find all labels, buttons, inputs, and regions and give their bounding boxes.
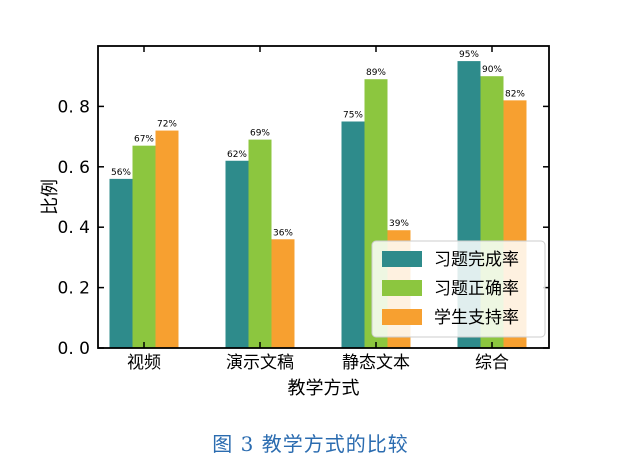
- data-label: 72%: [157, 120, 177, 130]
- data-label: 62%: [227, 150, 247, 160]
- data-label: 36%: [273, 228, 293, 238]
- bar: [248, 139, 272, 348]
- legend-swatch: [382, 309, 422, 325]
- data-label: 39%: [389, 219, 409, 229]
- bar: [341, 121, 365, 348]
- legend-label: 习题完成率: [434, 250, 519, 270]
- data-label: 89%: [366, 68, 386, 78]
- data-label: 82%: [505, 89, 525, 99]
- legend-label: 学生支持率: [434, 308, 519, 328]
- axes-frame: [97, 45, 550, 349]
- figure-caption: 图 3 教学方式的比较: [212, 432, 409, 456]
- x-tick-label: 视频: [127, 353, 161, 373]
- legend-swatch: [382, 251, 422, 267]
- y-axis-label: 比例: [40, 179, 61, 215]
- bar: [132, 145, 156, 348]
- data-label: 56%: [111, 168, 131, 178]
- bar: [271, 239, 295, 348]
- data-label: 90%: [482, 65, 502, 75]
- bar: [109, 178, 133, 348]
- bar: [225, 160, 249, 348]
- data-label: 67%: [134, 135, 154, 145]
- x-tick-label: 静态文本: [342, 353, 410, 373]
- y-tick-label: 0. 8: [58, 97, 90, 117]
- bar: [155, 130, 179, 348]
- plot-area: 56% 62% 75% 95% 67% 69% 89% 90% 72% 36% 39% 82% 0. 0…: [40, 45, 550, 399]
- legend-label: 习题正确率: [434, 279, 519, 299]
- y-tick-label: 0. 4: [58, 218, 90, 238]
- data-label: 69%: [250, 129, 270, 139]
- y-tick-label: 0. 6: [58, 158, 90, 178]
- x-tick-label: 综合: [475, 353, 509, 373]
- data-label: 95%: [459, 50, 479, 60]
- y-tick-label: 0. 2: [58, 279, 90, 299]
- x-axis-label: 教学方式: [288, 378, 360, 399]
- x-tick-label: 演示文稿: [226, 353, 294, 373]
- legend-swatch: [382, 280, 422, 296]
- data-label: 75%: [343, 111, 363, 121]
- y-tick-label: 0. 0: [58, 339, 90, 359]
